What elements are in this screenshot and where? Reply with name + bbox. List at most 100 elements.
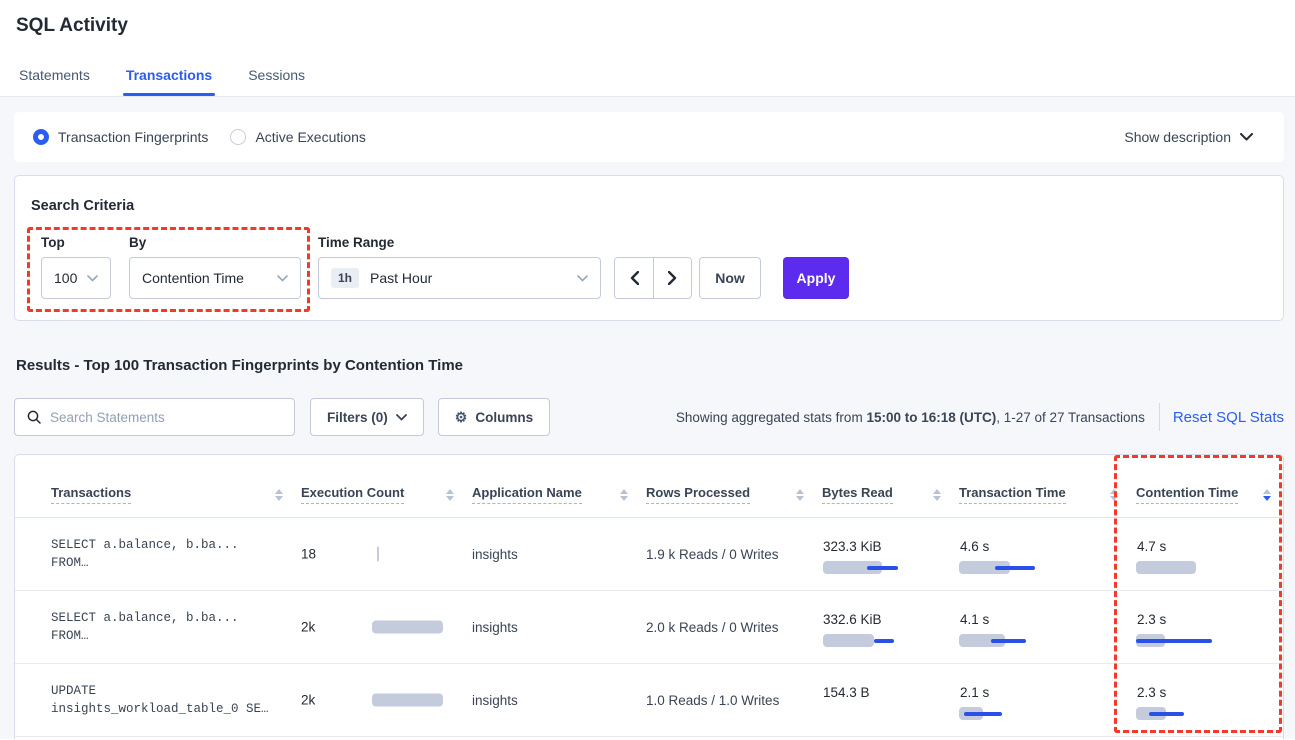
sort-desc-icon: [275, 495, 283, 501]
reset-sql-stats-link[interactable]: Reset SQL Stats: [1172, 408, 1284, 426]
time-range-select[interactable]: 1h Past Hour: [318, 257, 601, 299]
time-next-button[interactable]: [653, 258, 691, 298]
sort-arrows-icon[interactable]: [275, 488, 283, 501]
table-row[interactable]: SELECT a.balance, b.ba... FROM… 2k insights…: [15, 591, 1283, 664]
cell-bytes-read: 154.3 B: [822, 664, 959, 736]
search-statements-input[interactable]: [50, 409, 282, 425]
top-label: Top: [41, 235, 65, 250]
contention-time-mean-line: [1136, 639, 1212, 643]
tab-transactions[interactable]: Transactions: [122, 61, 216, 96]
sql-text: UPDATE: [51, 684, 97, 698]
contention-time-value: 2.3 s: [1137, 612, 1167, 627]
bytes-read-mean-line: [867, 566, 898, 570]
sort-arrows-icon[interactable]: [796, 488, 804, 501]
column-header-label: Contention Time: [1136, 485, 1239, 504]
contention-time-value: 2.3 s: [1137, 685, 1167, 700]
cell-transaction[interactable]: UPDATE insights_workload_table_0 SE…: [15, 664, 301, 736]
sort-arrows-icon[interactable]: [933, 488, 941, 501]
transaction-time-value: 4.6 s: [960, 539, 990, 554]
time-prev-button[interactable]: [615, 258, 653, 298]
cell-execution-count: 2k: [301, 591, 472, 663]
page-header: SQL Activity Statements Transactions Ses…: [0, 0, 1295, 96]
sort-desc-icon: [1110, 495, 1118, 501]
execution-count-bar: [372, 620, 443, 634]
cell-bytes-read: 323.3 KiB: [822, 518, 959, 590]
search-icon: [27, 410, 41, 424]
radio-label: Transaction Fingerprints: [58, 129, 209, 145]
show-description-label: Show description: [1124, 129, 1231, 145]
column-header-execution-count[interactable]: Execution Count: [301, 485, 472, 517]
transaction-time-value: 4.1 s: [960, 612, 990, 627]
cell-application-name: insights: [472, 692, 518, 708]
sort-asc-icon: [796, 488, 804, 494]
sql-text: FROM…: [51, 629, 89, 643]
transaction-time-mean-line: [991, 639, 1026, 643]
sort-asc-icon: [1263, 488, 1271, 494]
radio-transaction-fingerprints[interactable]: Transaction Fingerprints: [33, 129, 208, 145]
view-toggle-group: Transaction Fingerprints Active Executio…: [33, 129, 366, 145]
column-header-transactions[interactable]: Transactions: [15, 485, 301, 517]
columns-button[interactable]: ⚙ Columns: [437, 398, 551, 436]
results-toolbar: Filters (0) ⚙ Columns Showing aggregated…: [14, 398, 1284, 436]
bytes-read-bar: [823, 634, 874, 647]
cell-application-name: insights: [472, 619, 518, 635]
sort-arrows-icon[interactable]: [446, 488, 454, 501]
sort-desc-icon: [1263, 495, 1271, 501]
execution-count-bar: [372, 693, 443, 707]
by-label: By: [129, 235, 147, 250]
gear-icon: ⚙: [454, 408, 468, 425]
bytes-read-value: 154.3 B: [823, 685, 870, 700]
tab-sessions[interactable]: Sessions: [248, 67, 306, 83]
column-header-label: Transaction Time: [959, 485, 1066, 504]
chevron-right-icon: [668, 271, 677, 285]
cell-rows-processed: 1.9 k Reads / 0 Writes: [646, 546, 779, 562]
execution-count-value: 2k: [301, 619, 316, 635]
bytes-read-bar: [823, 561, 882, 574]
contention-time-bar: [1136, 561, 1196, 574]
tab-statements[interactable]: Statements: [19, 67, 90, 83]
tab-bar-divider: [0, 96, 1295, 97]
radio-label: Active Executions: [255, 129, 366, 145]
cell-contention-time: 4.7 s: [1136, 518, 1283, 590]
apply-button[interactable]: Apply: [783, 257, 849, 299]
now-button[interactable]: Now: [699, 257, 761, 299]
by-select[interactable]: Contention Time: [129, 257, 301, 299]
column-header-transaction-time[interactable]: Transaction Time: [959, 485, 1136, 517]
table-row[interactable]: UPDATE insights_workload_table_0 SE… 2k ins…: [15, 664, 1283, 737]
cell-transaction[interactable]: SELECT a.balance, b.ba... FROM…: [15, 591, 301, 663]
column-header-bytes-read[interactable]: Bytes Read: [822, 485, 959, 517]
sort-arrows-icon[interactable]: [1263, 488, 1271, 501]
radio-active-executions[interactable]: Active Executions: [230, 129, 366, 145]
top-select[interactable]: 100: [41, 257, 111, 299]
time-nav-group: [614, 257, 692, 299]
stats-summary: Showing aggregated stats from 15:00 to 1…: [675, 409, 1145, 425]
sort-asc-icon: [275, 488, 283, 494]
filters-label: Filters (0): [327, 409, 388, 425]
show-description-toggle[interactable]: Show description: [1124, 129, 1265, 145]
time-range-label: Time Range: [318, 235, 395, 250]
cell-bytes-read: 332.6 KiB: [822, 591, 959, 663]
table-header-row: Transactions Execution Count Application N…: [15, 455, 1283, 518]
column-header-application-name[interactable]: Application Name: [472, 485, 646, 517]
sort-asc-icon: [1110, 488, 1118, 494]
search-criteria-heading: Search Criteria: [31, 198, 135, 214]
column-header-rows-processed[interactable]: Rows Processed: [646, 485, 822, 517]
column-header-label: Rows Processed: [646, 485, 751, 504]
column-header-label: Transactions: [51, 485, 132, 504]
page-title: SQL Activity: [16, 15, 128, 36]
sort-arrows-icon[interactable]: [620, 488, 628, 501]
column-header-contention-time[interactable]: Contention Time: [1136, 485, 1283, 517]
cell-execution-count: 18: [301, 518, 472, 590]
transaction-time-bar: [959, 561, 1010, 574]
bytes-read-value: 323.3 KiB: [823, 539, 882, 554]
table-row[interactable]: SELECT a.balance, b.ba... FROM… 18 insights…: [15, 518, 1283, 591]
time-range-value: Past Hour: [370, 270, 433, 286]
cell-execution-count: 2k: [301, 664, 472, 736]
sql-text: SELECT a.balance, b.ba...: [51, 538, 239, 552]
chevron-down-icon: [87, 274, 98, 281]
sort-arrows-icon[interactable]: [1110, 488, 1118, 501]
cell-contention-time: 2.3 s: [1136, 664, 1283, 736]
cell-transaction[interactable]: SELECT a.balance, b.ba... FROM…: [15, 518, 301, 590]
filters-button[interactable]: Filters (0): [310, 398, 424, 436]
column-header-label: Execution Count: [301, 485, 405, 504]
